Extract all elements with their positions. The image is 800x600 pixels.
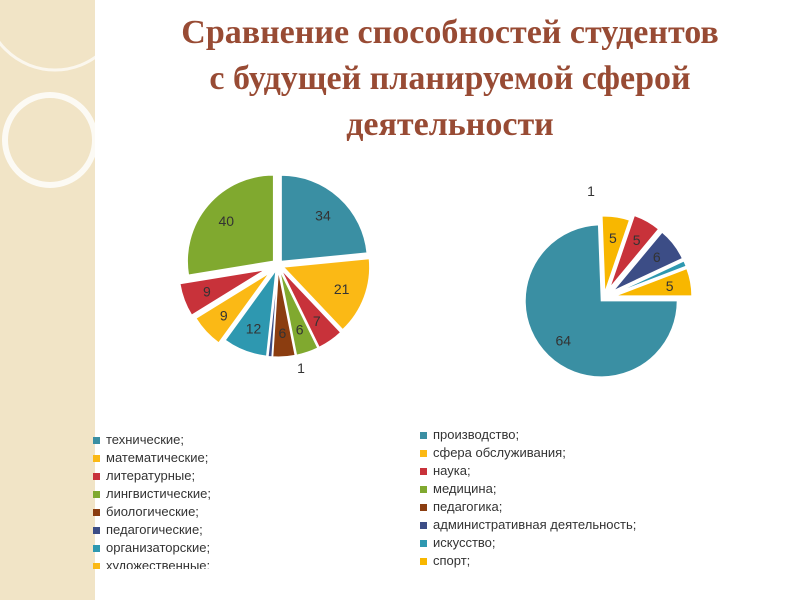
legend-entry: искусство; xyxy=(420,534,636,552)
pie-slice xyxy=(282,258,371,331)
pie-slice xyxy=(524,224,678,378)
legend-entry: сфера обслуживания; xyxy=(420,444,636,462)
legend-entry: педагогические; xyxy=(93,521,211,539)
legend-label: военное дело xyxy=(433,570,516,576)
legend-label: административная деятельность; xyxy=(433,517,637,532)
slice-data-label: 64 xyxy=(555,332,571,348)
legend-label: сфера обслуживания; xyxy=(433,445,566,460)
legend-label: литературные; xyxy=(106,468,196,483)
slice-data-label: 21 xyxy=(334,281,350,297)
pie-slice xyxy=(280,174,368,262)
legend-label: лингвистические; xyxy=(106,486,211,501)
legend-entry: производство; xyxy=(420,426,636,444)
legend-swatch xyxy=(93,436,100,444)
slice-data-label: 6 xyxy=(653,249,661,265)
legend-label: наука; xyxy=(433,463,471,478)
legend-label: художественные; xyxy=(106,558,211,569)
title-line-1: Сравнение способностей студентов xyxy=(181,14,719,51)
slice-data-label: 5 xyxy=(633,232,641,248)
legend-swatch xyxy=(93,472,100,480)
legend-entry: художественные; xyxy=(93,557,211,569)
slice-data-label: 9 xyxy=(220,307,228,323)
legend-label: медицина; xyxy=(433,481,497,496)
legend-swatch xyxy=(420,521,427,529)
legend-entry: литературные; xyxy=(93,467,211,485)
slice-data-label: 5 xyxy=(666,278,674,294)
legend-swatch xyxy=(420,539,427,547)
legend-label: математические; xyxy=(106,450,209,465)
legend-swatch xyxy=(93,454,100,462)
legend-entry: наука; xyxy=(420,462,636,480)
abilities-legend: технические; математические; литературные;… xyxy=(93,431,211,569)
slice-data-label: 6 xyxy=(279,325,287,341)
decorative-side-strip xyxy=(0,0,95,600)
pie-slice xyxy=(272,270,296,358)
slice-data-label: 7 xyxy=(313,313,321,329)
legend-entry: технические; xyxy=(93,431,211,449)
career-sphere-legend: производство; сфера обслуживания; наука; ме… xyxy=(420,426,636,576)
pie-slice xyxy=(613,231,683,292)
pie-slice xyxy=(179,269,266,316)
legend-swatch xyxy=(93,562,100,569)
legend-label: искусство; xyxy=(433,535,496,550)
legend-label: биологические; xyxy=(106,504,199,519)
legend-entry: организаторские; xyxy=(93,539,211,557)
legend-label: технические; xyxy=(106,432,184,447)
pie-slice xyxy=(280,269,342,348)
slice-data-label: 1 xyxy=(297,360,305,376)
legend-entry: медицина; xyxy=(420,480,636,498)
slide-title: Сравнение способностей студентов с будущ… xyxy=(100,10,800,148)
legend-swatch xyxy=(420,557,427,565)
slice-data-label: 12 xyxy=(246,320,262,336)
legend-label: спорт; xyxy=(433,553,471,568)
legend-swatch xyxy=(420,485,427,493)
legend-entry: лингвистические; xyxy=(93,485,211,503)
legend-entry: математические; xyxy=(93,449,211,467)
title-line-3: деятельности xyxy=(346,106,554,143)
legend-entry: административная деятельность; xyxy=(420,516,636,534)
legend-swatch xyxy=(93,544,100,552)
slice-data-label: 34 xyxy=(315,207,331,223)
pie-slice xyxy=(615,268,693,297)
decorative-circles xyxy=(0,40,95,188)
legend-swatch xyxy=(420,503,427,511)
legend-entry: биологические; xyxy=(93,503,211,521)
legend-swatch xyxy=(420,431,427,439)
slice-data-label: 5 xyxy=(609,230,617,246)
legend-swatch xyxy=(420,449,427,457)
slice-data-label: 9 xyxy=(203,284,211,300)
legend-swatch xyxy=(93,526,100,534)
legend-label: производство; xyxy=(433,427,520,442)
legend-label: педагогика; xyxy=(433,499,503,514)
legend-swatch xyxy=(420,575,427,576)
title-line-2: с будущей планируемой сферой xyxy=(209,60,691,97)
legend-swatch xyxy=(93,508,100,516)
pie-slice xyxy=(195,272,270,344)
slice-data-label: 40 xyxy=(218,213,234,229)
legend-entry: военное дело xyxy=(420,570,636,576)
slice-data-label: 1 xyxy=(587,183,595,199)
legend-entry: педагогика; xyxy=(420,498,636,516)
pie-slice xyxy=(224,268,277,357)
legend-swatch xyxy=(93,490,100,498)
legend-swatch xyxy=(420,467,427,475)
pie-slice xyxy=(609,214,660,288)
slice-data-label: 6 xyxy=(296,321,304,337)
pie-slice xyxy=(186,174,274,276)
legend-label: педагогические; xyxy=(106,522,203,537)
pie-slice xyxy=(614,260,687,294)
legend-label: организаторские; xyxy=(106,540,211,555)
pie-slice xyxy=(279,270,319,356)
pie-slice xyxy=(267,270,278,358)
legend-entry: спорт; xyxy=(420,552,636,570)
pie-slice xyxy=(601,215,631,293)
